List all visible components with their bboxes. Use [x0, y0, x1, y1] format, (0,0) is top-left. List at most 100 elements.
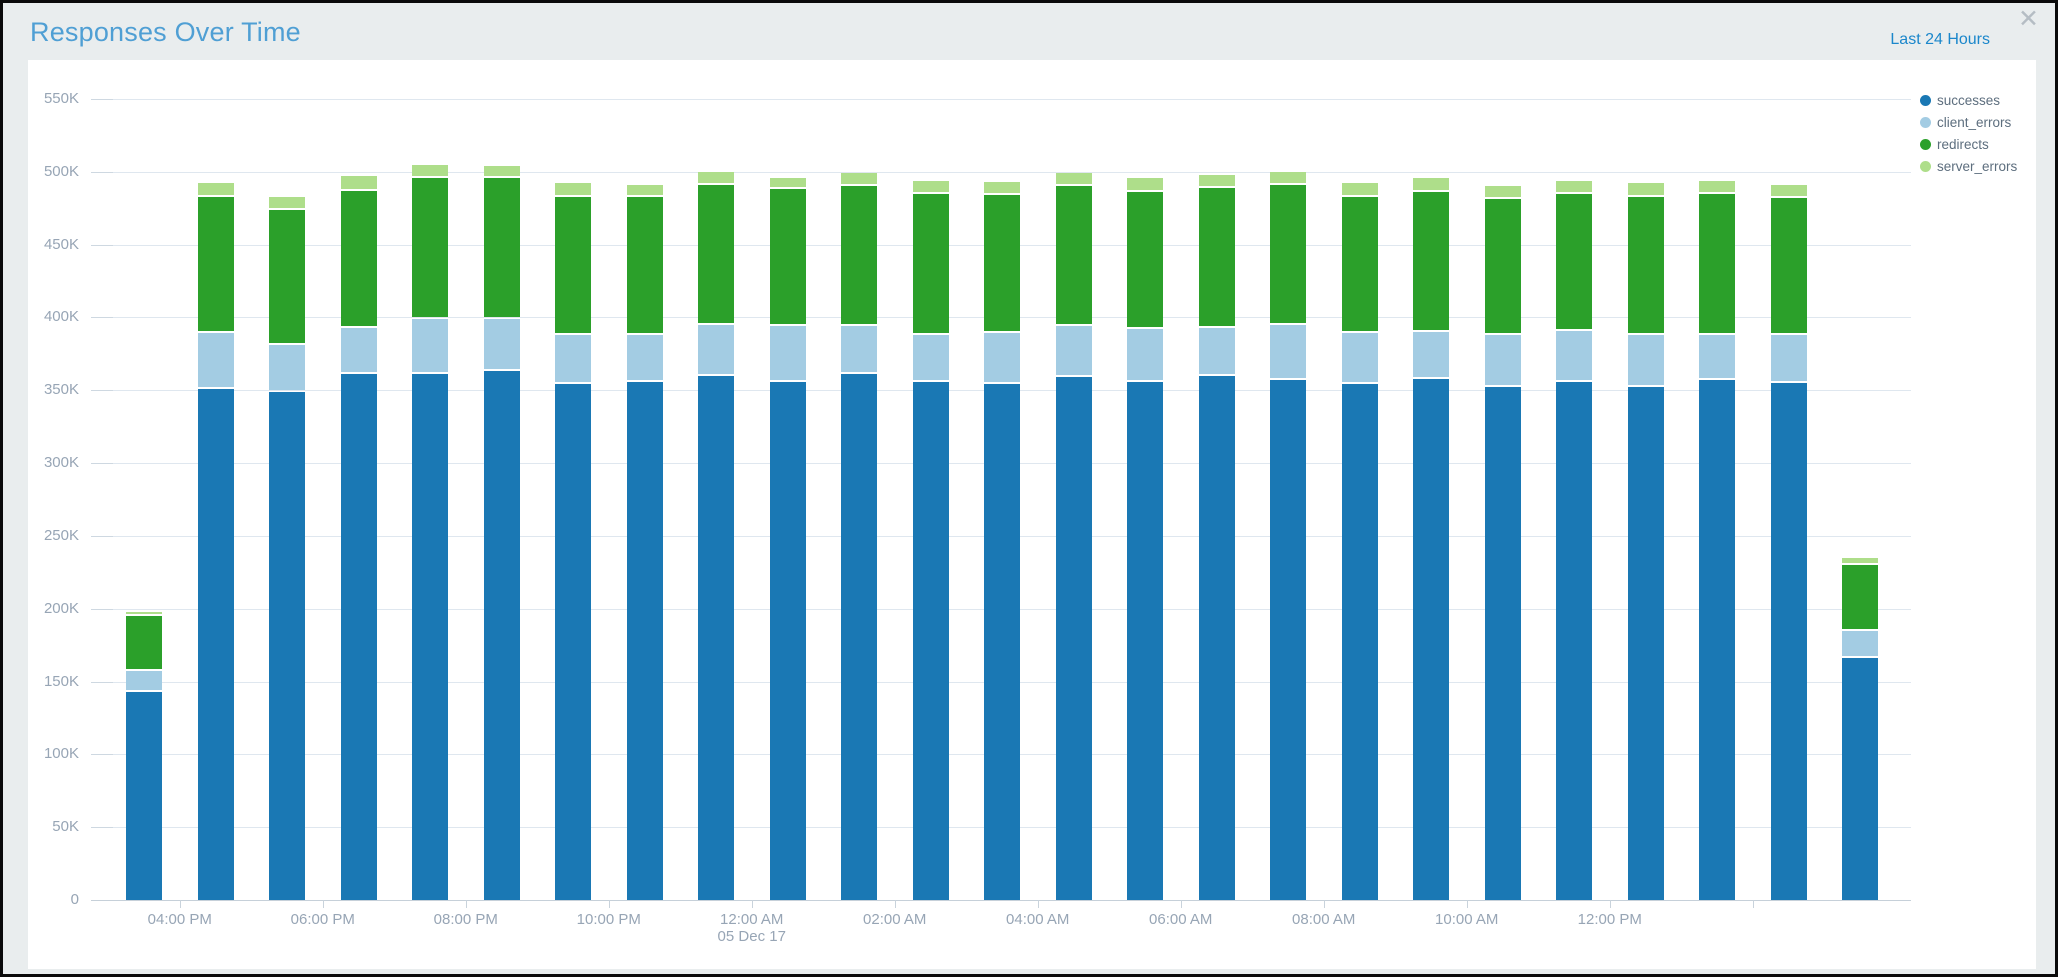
- bar-segment-client_errors[interactable]: [1270, 324, 1306, 379]
- bar-segment-client_errors[interactable]: [197, 333, 234, 387]
- bar-segment-client_errors[interactable]: [1627, 334, 1664, 386]
- bar-segment-successes[interactable]: [769, 381, 806, 900]
- bar-segment-client_errors[interactable]: [1055, 326, 1092, 376]
- bar-segment-redirects[interactable]: [1699, 193, 1735, 333]
- bar-segment-client_errors[interactable]: [126, 671, 162, 690]
- bar-segment-server_errors[interactable]: [841, 173, 877, 185]
- bar-segment-server_errors[interactable]: [340, 176, 377, 189]
- bar-segment-successes[interactable]: [1699, 380, 1735, 900]
- bar-segment-server_errors[interactable]: [1556, 180, 1592, 192]
- bar-segment-successes[interactable]: [126, 691, 162, 900]
- bar-segment-server_errors[interactable]: [769, 177, 806, 188]
- bar-segment-client_errors[interactable]: [1699, 334, 1735, 379]
- bar-segment-redirects[interactable]: [126, 616, 162, 670]
- bar-segment-client_errors[interactable]: [1842, 630, 1878, 657]
- bar-segment-redirects[interactable]: [1270, 184, 1306, 323]
- bar-segment-redirects[interactable]: [1842, 565, 1878, 629]
- bar-segment-redirects[interactable]: [698, 184, 734, 323]
- bar-segment-server_errors[interactable]: [1270, 171, 1306, 183]
- bar-segment-client_errors[interactable]: [912, 334, 949, 380]
- legend-item-server_errors[interactable]: server_errors: [1920, 155, 2017, 177]
- time-range-link[interactable]: Last 24 Hours: [1890, 31, 1990, 48]
- bar-segment-successes[interactable]: [555, 384, 591, 900]
- bar-segment-redirects[interactable]: [1198, 187, 1235, 326]
- bar-segment-client_errors[interactable]: [1127, 329, 1163, 380]
- bar-segment-redirects[interactable]: [340, 190, 377, 326]
- bar-segment-redirects[interactable]: [1127, 192, 1163, 328]
- bar-segment-client_errors[interactable]: [1341, 333, 1378, 383]
- bar-segment-server_errors[interactable]: [1055, 173, 1092, 185]
- bar-segment-server_errors[interactable]: [1770, 184, 1807, 196]
- legend-item-redirects[interactable]: redirects: [1920, 133, 2017, 155]
- bar-segment-redirects[interactable]: [984, 195, 1020, 332]
- bar-segment-client_errors[interactable]: [1770, 334, 1807, 381]
- bar-segment-server_errors[interactable]: [555, 183, 591, 195]
- bar-segment-server_errors[interactable]: [126, 611, 162, 614]
- bar-segment-server_errors[interactable]: [1627, 183, 1664, 195]
- legend-item-successes[interactable]: successes: [1920, 89, 2017, 111]
- bar-segment-successes[interactable]: [269, 391, 305, 900]
- bar-segment-redirects[interactable]: [197, 196, 234, 332]
- bar-segment-client_errors[interactable]: [769, 326, 806, 380]
- bar-segment-successes[interactable]: [1770, 382, 1807, 900]
- bar-segment-server_errors[interactable]: [197, 183, 234, 195]
- bar-segment-successes[interactable]: [984, 384, 1020, 900]
- bar-segment-client_errors[interactable]: [698, 324, 734, 374]
- bar-segment-successes[interactable]: [340, 374, 377, 900]
- bar-segment-redirects[interactable]: [1484, 199, 1521, 333]
- bar-segment-client_errors[interactable]: [555, 334, 591, 383]
- bar-segment-redirects[interactable]: [412, 177, 448, 317]
- bar-segment-server_errors[interactable]: [483, 165, 520, 176]
- bar-segment-successes[interactable]: [1413, 378, 1449, 900]
- bar-segment-redirects[interactable]: [626, 196, 663, 333]
- bar-segment-server_errors[interactable]: [626, 184, 663, 195]
- bar-segment-server_errors[interactable]: [698, 171, 734, 183]
- bar-segment-client_errors[interactable]: [340, 327, 377, 373]
- bar-segment-redirects[interactable]: [1341, 196, 1378, 332]
- bar-segment-successes[interactable]: [1270, 380, 1306, 900]
- bar-segment-redirects[interactable]: [483, 177, 520, 317]
- bar-segment-server_errors[interactable]: [1699, 180, 1735, 192]
- bar-segment-redirects[interactable]: [555, 196, 591, 333]
- bar-segment-successes[interactable]: [483, 371, 520, 900]
- bar-segment-server_errors[interactable]: [912, 180, 949, 192]
- bar-segment-client_errors[interactable]: [412, 318, 448, 373]
- bar-segment-successes[interactable]: [1484, 387, 1521, 900]
- bar-segment-successes[interactable]: [1055, 377, 1092, 900]
- bar-segment-successes[interactable]: [626, 381, 663, 900]
- bar-segment-redirects[interactable]: [1556, 193, 1592, 329]
- bar-segment-client_errors[interactable]: [269, 345, 305, 390]
- bar-segment-server_errors[interactable]: [412, 164, 448, 176]
- bar-segment-server_errors[interactable]: [1341, 183, 1378, 195]
- bar-segment-successes[interactable]: [1127, 381, 1163, 900]
- bar-segment-redirects[interactable]: [1770, 198, 1807, 333]
- bar-segment-client_errors[interactable]: [1413, 332, 1449, 377]
- bar-segment-redirects[interactable]: [269, 209, 305, 344]
- bar-segment-successes[interactable]: [1198, 375, 1235, 900]
- legend-item-client_errors[interactable]: client_errors: [1920, 111, 2017, 133]
- close-icon[interactable]: ✕: [2018, 5, 2039, 33]
- bar-segment-client_errors[interactable]: [1198, 327, 1235, 374]
- bar-segment-client_errors[interactable]: [984, 333, 1020, 383]
- bar-segment-successes[interactable]: [912, 381, 949, 900]
- bar-segment-client_errors[interactable]: [841, 326, 877, 373]
- bar-segment-server_errors[interactable]: [1127, 177, 1163, 191]
- bar-segment-redirects[interactable]: [1627, 196, 1664, 333]
- bar-segment-successes[interactable]: [1627, 387, 1664, 900]
- bar-segment-redirects[interactable]: [769, 189, 806, 325]
- bar-segment-server_errors[interactable]: [269, 196, 305, 208]
- bar-segment-redirects[interactable]: [1055, 186, 1092, 325]
- bar-segment-server_errors[interactable]: [1198, 174, 1235, 186]
- bar-segment-client_errors[interactable]: [483, 318, 520, 370]
- bar-segment-server_errors[interactable]: [1484, 186, 1521, 198]
- bar-segment-successes[interactable]: [197, 388, 234, 900]
- bar-segment-client_errors[interactable]: [1556, 330, 1592, 380]
- bar-segment-successes[interactable]: [841, 374, 877, 900]
- bar-segment-client_errors[interactable]: [1484, 334, 1521, 386]
- bar-segment-successes[interactable]: [698, 375, 734, 900]
- bar-segment-server_errors[interactable]: [984, 181, 1020, 194]
- bar-segment-successes[interactable]: [1842, 658, 1878, 900]
- bar-segment-successes[interactable]: [412, 374, 448, 900]
- bar-segment-successes[interactable]: [1341, 384, 1378, 900]
- bar-segment-server_errors[interactable]: [1842, 557, 1878, 564]
